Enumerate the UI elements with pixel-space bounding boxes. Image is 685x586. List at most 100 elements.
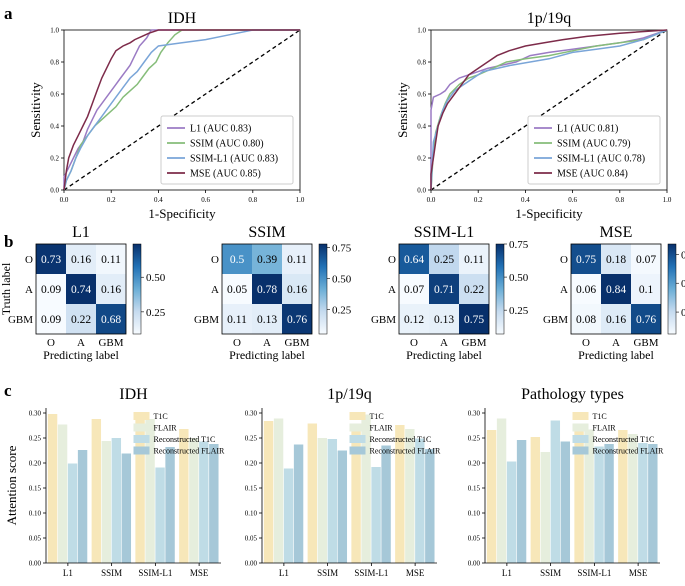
bar [574, 430, 584, 563]
matrix-cell [252, 274, 282, 304]
x-class-label: GBM [284, 337, 309, 349]
bar-chart-1p19q: 1p/19q L1 SSIM SSIM-L1 MSE 0.00 0.05 0.10 0.15 0.… [245, 386, 441, 578]
category-label: SSIM-L1 [354, 568, 388, 578]
matrix-cell [66, 304, 96, 334]
colorbar-tick-label: 0.25 [509, 305, 529, 317]
x-class-label: O [47, 337, 55, 349]
bar [584, 429, 594, 563]
panel-label-a: a [4, 4, 13, 23]
cell-value: 0.1 [639, 284, 654, 296]
matrix-cell [631, 244, 661, 274]
y-tick-label: 0.00 [468, 560, 481, 568]
y-tick-label: 0.0 [50, 187, 59, 195]
matrix-cell [601, 244, 631, 274]
bar [47, 414, 58, 563]
cell-value: 0.16 [606, 314, 626, 326]
cell-value: 0.76 [636, 314, 656, 326]
legend-label: SSIM (AUC 0.80) [190, 139, 264, 150]
x-class-label: GBM [98, 337, 123, 349]
matrix-title: L1 [72, 224, 90, 241]
matrix-cell [36, 244, 66, 274]
cell-value: 0.13 [434, 314, 454, 326]
cell-value: 0.07 [404, 284, 424, 296]
colorbar-tick-label: 0.75 [332, 243, 352, 255]
matrix-cell [66, 244, 96, 274]
matrix-cell [222, 304, 252, 334]
bar [135, 419, 145, 563]
matrix-cell [429, 244, 459, 274]
bar [165, 447, 175, 563]
legend-label: FLAIR [370, 424, 394, 433]
legend-swatch [349, 435, 366, 443]
cell-value: 0.74 [71, 284, 91, 296]
bar [371, 467, 381, 563]
matrix-title: MSE [600, 224, 633, 241]
chance-diagonal [63, 29, 301, 191]
matrix-title: SSIM-L1 [414, 224, 474, 241]
legend-label: SSIM (AUC 0.79) [557, 139, 631, 150]
bar [67, 463, 78, 563]
x-tick-label: 0.6 [201, 196, 210, 204]
cell-value: 0.12 [404, 314, 424, 326]
category-label: SSIM [317, 568, 338, 578]
bar [121, 453, 132, 563]
roc-curve [63, 29, 300, 190]
colorbar-tick-label: 0.50 [681, 278, 685, 290]
colorbar [667, 243, 677, 335]
cell-value: 0.06 [576, 284, 596, 296]
y-tick-label: 0.05 [245, 535, 258, 543]
bar [209, 444, 219, 563]
bar [111, 438, 122, 563]
matrix-cell [96, 274, 126, 304]
cell-value: 0.71 [434, 284, 454, 296]
matrix-cell [631, 304, 661, 334]
y-tick-label: 0.00 [245, 560, 258, 568]
legend-label: FLAIR [593, 424, 617, 433]
x-axis-label: 1-Specificity [148, 206, 216, 221]
legend-label: Reconstructed FLAIR [370, 447, 442, 456]
matrix-cell [36, 304, 66, 334]
legend-swatch [133, 412, 150, 420]
x-tick-label: 0.0 [60, 196, 69, 204]
confusion-matrix-mse: MSE 0.75 0.18 0.07 0.06 0.84 0.1 0.08 0.16 0.76 O O… [543, 224, 685, 362]
cell-value: 0.68 [101, 314, 121, 326]
legend-swatch [572, 446, 589, 455]
y-class-label: A [388, 284, 396, 296]
y-tick-label: 0.8 [417, 59, 426, 67]
matrix-frame [221, 243, 313, 335]
legend-swatch [133, 423, 150, 432]
x-tick-label: 0.8 [248, 196, 257, 204]
y-tick-label: 0.25 [29, 435, 42, 443]
confusion-matrix-ssim: SSIM 0.5 0.39 0.11 0.05 0.78 0.16 0.11 0.13 0.76 O… [194, 224, 352, 362]
bar [506, 461, 517, 563]
bar-chart-idh: IDH L1 SSIM SSIM-L1 MSE 0.00 0.05 0.10 0.15 0.20 0… [4, 386, 225, 578]
bar [405, 429, 415, 563]
y-tick-label: 0.20 [245, 460, 258, 468]
cell-value: 0.18 [606, 254, 626, 266]
y-class-label: O [211, 254, 219, 266]
bar-chart-pathology: Pathology types L1 SSIM SSIM-L1 MSE 0.00 0.05 0… [468, 386, 664, 578]
bar [415, 438, 425, 563]
category-label: SSIM-L1 [138, 568, 172, 578]
y-axis-label: Sensitivity [28, 82, 43, 138]
x-class-label: A [440, 337, 448, 349]
cell-value: 0.11 [101, 254, 121, 266]
y-tick-label: 0.0 [417, 187, 426, 195]
matrix-cell [36, 274, 66, 304]
panel-label-c: c [4, 381, 12, 400]
legend-label: Reconstructed FLAIR [154, 447, 226, 456]
bar [516, 440, 527, 563]
cell-value: 0.07 [636, 254, 656, 266]
chart-title: 1p/19q [327, 386, 371, 403]
legend-label: MSE (AUC 0.85) [190, 169, 261, 180]
bar [351, 426, 361, 563]
y-tick-label: 0.25 [245, 435, 258, 443]
y-class-label: O [560, 254, 568, 266]
bar [540, 452, 551, 563]
matrix-cell [459, 304, 489, 334]
matrix-cell [399, 244, 429, 274]
colorbar [318, 243, 328, 335]
legend-label: SSIM-L1 (AUC 0.78) [557, 154, 645, 165]
y-tick-label: 0.4 [50, 123, 59, 131]
